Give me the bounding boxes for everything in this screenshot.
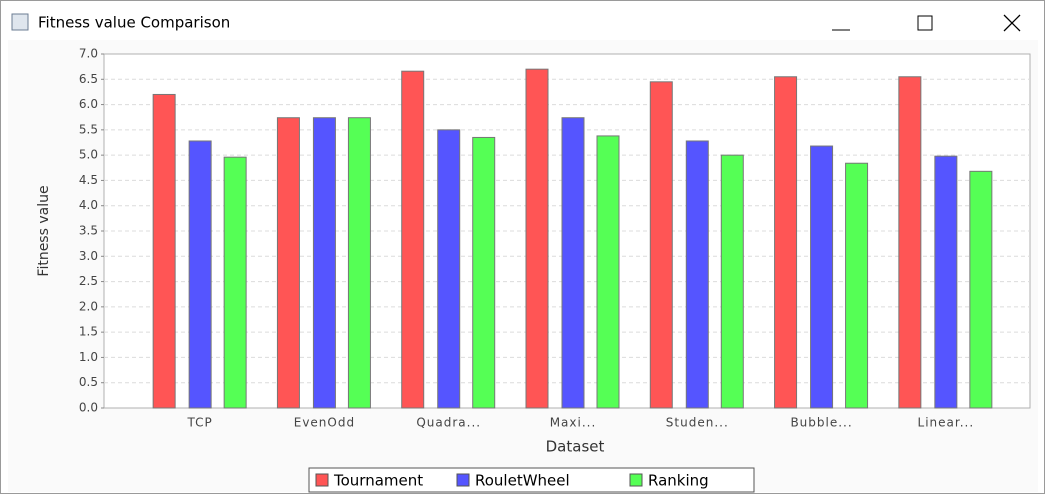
x-tick-label: Bubble... — [790, 416, 852, 430]
bar — [472, 136, 496, 409]
x-tick-label: Linear... — [918, 416, 975, 430]
bar — [969, 170, 993, 409]
bar — [312, 117, 336, 409]
y-tick-label: 2.5 — [79, 274, 98, 288]
bar — [276, 117, 300, 409]
y-tick-label: 7.0 — [79, 47, 98, 61]
y-tick-label: 2.0 — [79, 299, 98, 313]
x-tick-label: TCP — [187, 416, 213, 430]
bar — [810, 145, 834, 409]
x-tick-label: Studen... — [666, 416, 729, 430]
y-tick-label: 0.0 — [79, 401, 98, 415]
y-tick-label: 6.5 — [79, 72, 98, 86]
x-tick-label: EvenOdd — [294, 416, 355, 430]
bar — [188, 140, 212, 409]
bar — [596, 135, 620, 409]
bar — [525, 68, 549, 409]
y-tick-label: 4.0 — [79, 198, 98, 212]
y-tick-label: 6.0 — [79, 97, 98, 111]
x-tick-label: Maxi... — [550, 416, 597, 430]
legend-label: Ranking — [648, 472, 709, 490]
bar — [845, 162, 869, 409]
legend-label: Tournament — [333, 472, 423, 490]
bar — [685, 140, 709, 409]
legend-label: RouletWheel — [475, 472, 570, 490]
bar — [401, 70, 425, 409]
legend-swatch — [456, 473, 470, 487]
legend-swatch — [315, 473, 329, 487]
x-axis-label: Dataset — [546, 438, 605, 456]
bar — [223, 156, 247, 409]
bar — [898, 76, 922, 409]
y-tick-label: 0.5 — [79, 375, 98, 389]
y-tick-label: 4.5 — [79, 173, 98, 187]
y-tick-label: 5.5 — [79, 122, 98, 136]
y-tick-label: 3.0 — [79, 249, 98, 263]
window-title: Fitness value Comparison — [38, 14, 230, 32]
bar — [152, 93, 176, 409]
bar — [774, 76, 798, 409]
y-tick-label: 1.0 — [79, 350, 98, 364]
bar — [437, 129, 461, 409]
y-axis-label: Fitness value — [36, 185, 52, 276]
legend-swatch — [629, 473, 643, 487]
bar — [934, 155, 958, 409]
bar — [649, 81, 673, 409]
maximize-button[interactable] — [917, 15, 933, 31]
x-tick-label: Quadra... — [416, 416, 481, 430]
bar — [561, 117, 585, 409]
y-tick-label: 5.0 — [79, 148, 98, 162]
bar — [347, 117, 371, 409]
y-tick-label: 3.5 — [79, 224, 98, 238]
app-icon — [11, 13, 29, 31]
close-button[interactable] — [1003, 14, 1021, 32]
y-tick-label: 1.5 — [79, 325, 98, 339]
legend — [308, 467, 755, 493]
bar — [720, 154, 744, 409]
